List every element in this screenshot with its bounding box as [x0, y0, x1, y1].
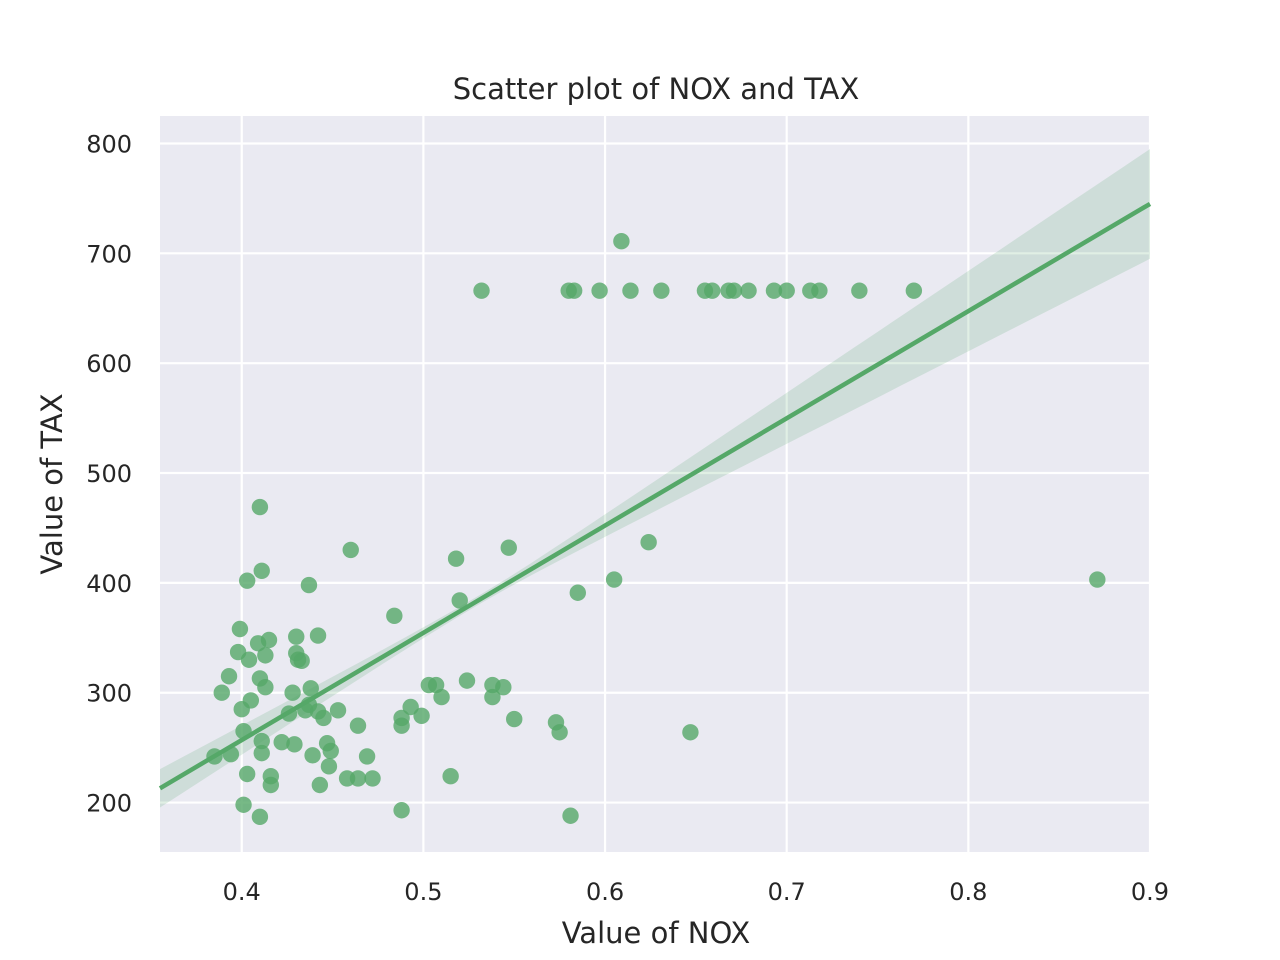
data-point: [251, 808, 269, 826]
data-point: [851, 282, 868, 299]
data-point: [591, 282, 608, 299]
data-point: [393, 802, 410, 819]
data-point: [740, 282, 757, 299]
data-point: [260, 631, 278, 649]
data-point: [342, 541, 359, 559]
data-point: [253, 744, 270, 762]
y-tick-label: 300: [86, 680, 132, 708]
data-point: [613, 233, 630, 250]
x-tick-label: 0.6: [586, 878, 624, 906]
data-point: [500, 539, 517, 556]
data-point: [329, 702, 347, 719]
data-point: [413, 707, 430, 724]
data-point: [605, 571, 623, 588]
data-point: [484, 688, 501, 706]
data-point: [293, 652, 310, 670]
data-point: [562, 807, 579, 824]
x-axis-label: Value of NOX: [562, 916, 751, 950]
data-point: [765, 282, 783, 299]
y-tick-label: 400: [86, 570, 132, 598]
data-point: [506, 710, 523, 728]
y-tick-label: 800: [86, 130, 132, 158]
x-tick-label: 0.8: [949, 878, 987, 906]
data-point: [622, 282, 639, 299]
data-point: [273, 733, 290, 751]
data-point: [386, 607, 403, 625]
data-points: [206, 233, 1106, 826]
data-point: [1089, 571, 1106, 588]
data-point: [257, 647, 274, 664]
data-point: [551, 724, 568, 741]
data-point: [682, 724, 699, 741]
x-tick-label: 0.9: [1131, 878, 1169, 906]
x-tick-label: 0.5: [404, 878, 442, 906]
data-point: [238, 572, 256, 589]
data-point: [778, 282, 795, 299]
data-point: [811, 282, 828, 299]
data-point: [238, 765, 256, 783]
x-tick-label: 0.4: [223, 878, 261, 906]
data-point: [251, 498, 269, 516]
data-point: [253, 732, 270, 750]
data-point: [253, 562, 270, 579]
data-point: [311, 776, 329, 794]
data-point: [653, 282, 670, 299]
data-point: [458, 672, 476, 689]
data-point: [257, 679, 274, 696]
data-point: [320, 758, 338, 775]
data-point: [286, 736, 303, 753]
data-point: [262, 776, 280, 794]
data-point: [231, 620, 249, 638]
data-point: [315, 709, 332, 727]
data-point: [905, 282, 923, 299]
data-point: [725, 282, 743, 299]
data-point: [447, 550, 465, 567]
x-tick-label: 0.7: [768, 878, 806, 906]
regression-line: [158, 201, 1152, 791]
data-point: [358, 748, 376, 765]
data-point: [240, 651, 258, 668]
data-point: [704, 282, 721, 299]
data-point: [322, 742, 339, 760]
data-point: [495, 679, 512, 696]
data-point: [284, 684, 301, 701]
y-tick-labels: 200 300 400 500 600 700 800: [86, 130, 132, 817]
plot-background: [160, 116, 1150, 852]
data-point: [569, 584, 586, 601]
y-tick-label: 600: [86, 350, 132, 378]
data-point: [364, 770, 381, 787]
data-point: [300, 576, 318, 594]
data-point: [288, 628, 305, 645]
chart-title: Scatter plot of NOX and TAX: [453, 72, 860, 106]
y-tick-label: 700: [86, 240, 132, 268]
data-point: [473, 282, 490, 299]
data-point: [309, 627, 327, 644]
data-point: [640, 534, 657, 551]
y-tick-label: 200: [86, 790, 132, 818]
data-point: [235, 796, 252, 813]
data-point: [304, 747, 321, 764]
data-point: [349, 770, 367, 787]
data-point: [433, 688, 450, 706]
data-point: [402, 698, 419, 716]
data-point: [349, 717, 367, 734]
x-tick-labels: 0.4 0.5 0.6 0.7 0.8 0.9: [223, 878, 1169, 906]
data-point: [393, 717, 410, 734]
data-point: [451, 592, 468, 609]
data-point: [242, 692, 260, 709]
data-point: [565, 282, 583, 299]
data-point: [302, 680, 319, 697]
y-axis-label: Value of TAX: [35, 393, 69, 574]
y-tick-label: 500: [86, 460, 132, 488]
data-point: [442, 768, 459, 785]
data-point: [213, 684, 230, 701]
data-point: [220, 668, 238, 685]
